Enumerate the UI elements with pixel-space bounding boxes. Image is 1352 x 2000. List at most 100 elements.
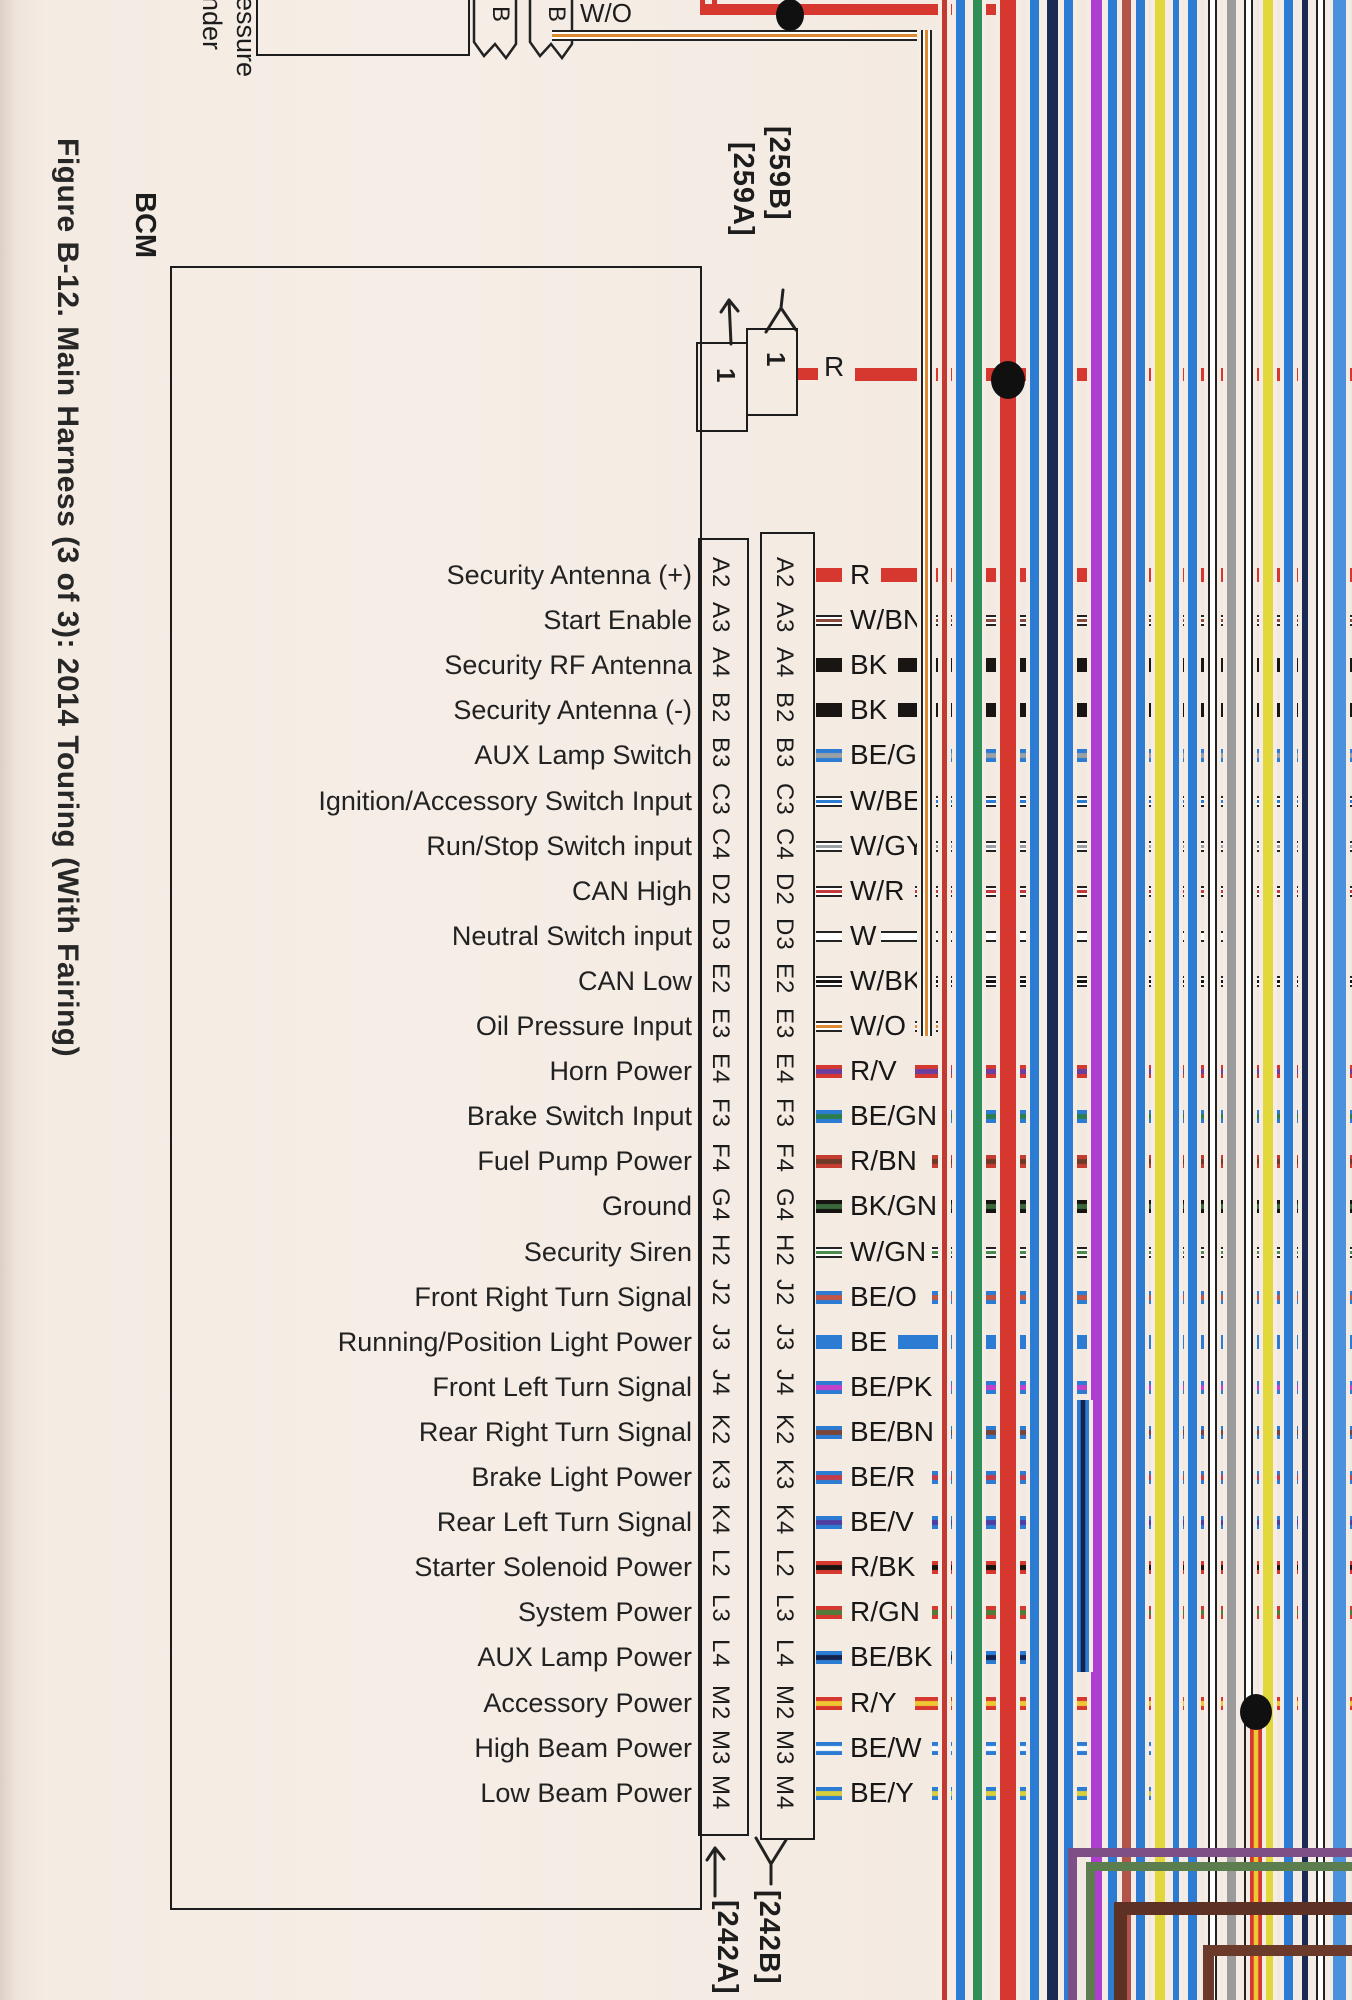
wire-stub xyxy=(816,1335,842,1349)
signal-label: Accessory Power xyxy=(483,1688,692,1718)
bcm-pin: L3 xyxy=(707,1594,734,1623)
bcm-pin: D2 xyxy=(707,873,734,906)
signal-label: CAN High xyxy=(571,876,692,906)
harness-pin: M2 xyxy=(771,1685,798,1721)
signal-label: CAN Low xyxy=(577,966,692,996)
vertical-wire-gray xyxy=(1226,0,1236,2000)
wire-stub xyxy=(816,1199,842,1213)
connector-242b-fork-icon xyxy=(754,1836,788,1886)
l-wire-brown-outer-h xyxy=(1120,1901,1352,1915)
signal-label: Rear Left Turn Signal xyxy=(436,1507,692,1537)
harness-pin: F4 xyxy=(771,1143,798,1174)
wire-stub xyxy=(816,930,842,942)
wire-run xyxy=(915,1064,1352,1078)
figure-title: Figure B-12. Main Harness (3 of 3): 2014… xyxy=(51,138,84,1058)
wire-stub xyxy=(816,1741,842,1755)
wire-code-label: W/R xyxy=(850,875,905,906)
connector-b1-symbol xyxy=(472,0,518,61)
connector-259a-cavity-box xyxy=(696,342,748,432)
vertical-wire-white-2 xyxy=(1243,0,1253,2000)
vertical-wire-green xyxy=(972,0,982,2000)
signal-label: Brake Switch Input xyxy=(466,1101,692,1131)
wire-code-label: BE/BK xyxy=(850,1641,933,1672)
harness-pin: E2 xyxy=(771,963,798,995)
bcm-pin: E2 xyxy=(707,963,734,995)
bcm-pin: D3 xyxy=(707,918,734,951)
wire-run xyxy=(915,885,1352,897)
wire-stub xyxy=(816,748,842,762)
harness-pin: E3 xyxy=(771,1008,798,1040)
l-wire-green-v xyxy=(1085,1861,1095,2000)
bcm-pin: A3 xyxy=(707,602,734,634)
harness-pin: A4 xyxy=(771,647,798,679)
wire-code-label: BK xyxy=(850,649,888,680)
wo-top-run xyxy=(552,30,931,41)
harness-pin: B3 xyxy=(771,737,798,769)
wire-code-label: BK/GN xyxy=(850,1190,938,1221)
bcm-pin: K2 xyxy=(707,1414,734,1446)
harness-pin: F3 xyxy=(771,1098,798,1129)
connector-242b-label: [242B] xyxy=(753,1890,785,1985)
wire-code-label: BE/GN xyxy=(850,1100,938,1131)
wire-stub xyxy=(816,840,842,852)
vertical-wire-blue-2 xyxy=(1029,0,1039,2000)
vertical-wire-light-blue xyxy=(1332,0,1346,2000)
signal-label: AUX Lamp Power xyxy=(477,1642,692,1672)
vertical-wire-yellow-1 xyxy=(1155,0,1165,2000)
wire-stub xyxy=(816,1515,842,1529)
bcm-pin: K3 xyxy=(707,1459,734,1491)
signal-label: System Power xyxy=(517,1597,692,1627)
harness-pin: C3 xyxy=(771,783,798,816)
wire-stub xyxy=(816,703,842,717)
connector-259a-cavity: 1 xyxy=(711,368,741,383)
connector-242a-arrow-icon xyxy=(705,1846,726,1898)
bcm-pin: H2 xyxy=(707,1234,734,1267)
vertical-wire-blue-6 xyxy=(1187,0,1197,2000)
harness-pin: L3 xyxy=(771,1594,798,1623)
vertical-wire-blue-5 xyxy=(1135,0,1145,2000)
harness-pin-column xyxy=(760,532,815,1840)
cut-component-box xyxy=(256,0,470,56)
bcm-pin: L4 xyxy=(707,1639,734,1668)
connector-b2-symbol xyxy=(528,0,574,61)
harness-pin: B2 xyxy=(771,692,798,724)
signal-label: Ignition/Accessory Switch Input xyxy=(318,786,692,816)
bcm-pin: F4 xyxy=(707,1143,734,1174)
harness-pin: H2 xyxy=(771,1234,798,1267)
vertical-wire-blue-thin xyxy=(1173,0,1179,2000)
wire-stub xyxy=(816,1290,842,1304)
connector-259b-label: [259B] xyxy=(763,126,795,221)
bcm-pin: E3 xyxy=(707,1008,734,1040)
signal-label: Low Beam Power xyxy=(480,1778,692,1808)
wire-code-label: BE/PK xyxy=(850,1371,933,1402)
wire-stub xyxy=(816,1696,842,1710)
harness-pin: K2 xyxy=(771,1414,798,1446)
vertical-wire-blue-4 xyxy=(1107,0,1117,2000)
l-wire-brown-inner-h xyxy=(1208,1944,1352,1956)
bcm-pin: J2 xyxy=(707,1279,734,1307)
wire-code-label: R/BK xyxy=(850,1551,916,1582)
signal-label: Security RF Antenna xyxy=(444,650,692,680)
connector-259a-arrow-icon xyxy=(719,298,740,346)
cut-component-label-line2: nder xyxy=(197,0,227,51)
connector-259b-cavity-box xyxy=(746,328,798,416)
signal-label: Start Enable xyxy=(543,605,692,635)
connector-b1-pin: B xyxy=(487,6,514,23)
bcm-pin: M2 xyxy=(707,1685,734,1721)
signal-label: Ground xyxy=(601,1191,692,1221)
bcm-pin-column xyxy=(698,538,749,1836)
wire-code-label: W/O xyxy=(850,1010,906,1041)
vertical-wire-magenta xyxy=(1090,0,1102,2000)
wire-stub xyxy=(816,1109,842,1123)
wire-stub xyxy=(816,1246,842,1258)
wire-code-label: BE/BN xyxy=(850,1416,935,1447)
signal-label: Starter Solenoid Power xyxy=(414,1552,692,1582)
wire-code-label: R/BN xyxy=(850,1145,917,1176)
wire-stub xyxy=(816,1154,842,1168)
vertical-wire-white-1 xyxy=(1207,0,1217,2000)
wire-stub xyxy=(816,1786,842,1800)
wire-code-label: BE/Y xyxy=(850,1777,914,1808)
l-wire-brown-outer-v xyxy=(1113,1901,1127,2000)
vertical-wire-blue-3 xyxy=(1063,0,1073,2000)
